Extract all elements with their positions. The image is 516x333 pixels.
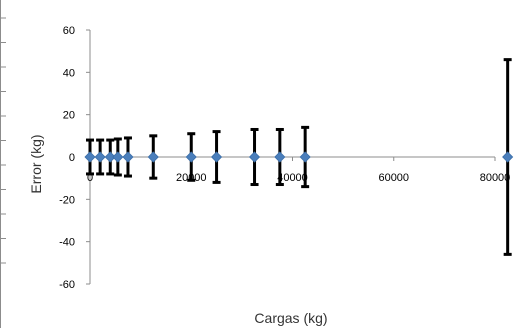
data-point — [112, 151, 124, 163]
data-markers — [84, 151, 514, 163]
y-tick-label: -20 — [59, 194, 75, 206]
frame-tick-marks — [0, 0, 6, 328]
y-axis-title: Error (kg) — [28, 134, 44, 193]
data-point — [84, 151, 96, 163]
y-tick-label: 20 — [63, 110, 75, 122]
y-tick-label: 40 — [63, 67, 75, 79]
y-axis-ticks: 60 40 20 0 -20 -40 -60 — [59, 25, 90, 291]
x-tick-label: 0 — [87, 172, 93, 184]
x-tick-label: 40000 — [277, 172, 308, 184]
x-tick-label: 60000 — [378, 172, 409, 184]
x-tick-label: 80000 — [480, 172, 511, 184]
y-tick-label: 0 — [69, 152, 75, 164]
data-point — [248, 151, 261, 163]
x-axis-ticks: 020000400006000080000 — [87, 157, 510, 184]
data-point — [274, 151, 286, 163]
data-point — [104, 151, 116, 163]
y-tick-label: 60 — [63, 25, 75, 37]
y-tick-label: -60 — [59, 279, 75, 291]
data-point — [122, 151, 134, 163]
data-point — [147, 151, 159, 163]
data-point — [502, 151, 514, 163]
data-point — [185, 151, 197, 163]
x-axis-title: Cargas (kg) — [254, 310, 327, 326]
y-tick-label: -40 — [59, 237, 75, 249]
data-point — [299, 151, 311, 163]
data-point — [94, 151, 106, 163]
data-point — [210, 151, 223, 163]
